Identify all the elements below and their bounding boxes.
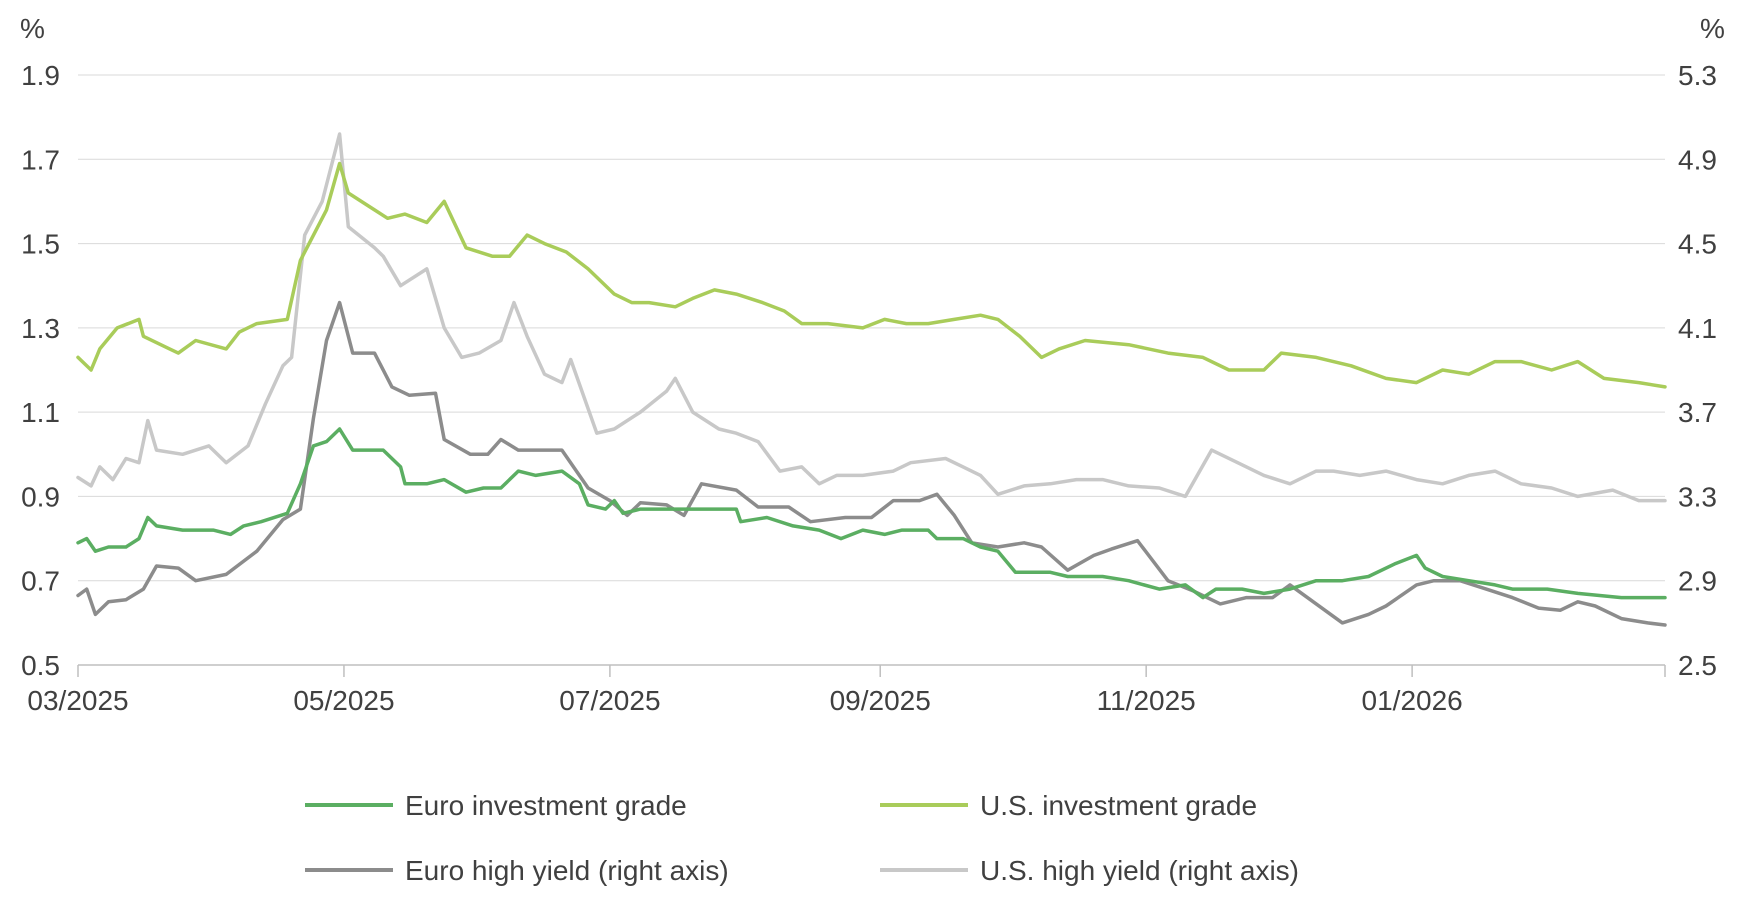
gridlines: [78, 74, 1665, 666]
left-tick-label: 0.7: [21, 566, 60, 597]
left-tick-label: 1.1: [21, 397, 60, 428]
legend-label-euro-investment-grade: Euro investment grade: [405, 790, 687, 821]
right-tick-label: 3.7: [1678, 397, 1717, 428]
left-tick-label: 1.9: [21, 60, 60, 91]
x-tick-label: 01/2026: [1362, 685, 1463, 716]
right-axis-ticks: 2.5 2.9 3.3 3.7 4.1 4.5 4.9 5.3: [1678, 60, 1717, 681]
right-tick-label: 3.3: [1678, 481, 1717, 512]
x-tick-label: 05/2025: [293, 685, 394, 716]
x-tick-label: 09/2025: [830, 685, 931, 716]
right-tick-label: 4.9: [1678, 144, 1717, 175]
right-tick-label: 4.5: [1678, 229, 1717, 260]
left-tick-label: 1.5: [21, 229, 60, 260]
legend-label-u-s-high-yield-right-axis: U.S. high yield (right axis): [980, 855, 1299, 886]
series-line-euro-investment-grade: [76, 427, 1667, 600]
left-tick-label: 0.9: [21, 481, 60, 512]
right-tick-label: 2.9: [1678, 566, 1717, 597]
series-line-u-s-high-yield-right-axis: [76, 132, 1667, 503]
x-tick-label: 07/2025: [559, 685, 660, 716]
series-line-u-s-investment-grade: [76, 161, 1667, 389]
legend-label-u-s-investment-grade: U.S. investment grade: [980, 790, 1257, 821]
right-axis-unit: %: [1700, 13, 1725, 44]
right-tick-label: 4.1: [1678, 313, 1717, 344]
right-tick-label: 5.3: [1678, 60, 1717, 91]
legend: Euro investment grade U.S. investment gra…: [305, 790, 1299, 886]
x-axis: 03/2025 05/2025 07/2025 09/2025 11/2025 01/20…: [27, 665, 1666, 716]
legend-label-euro-high-yield-right-axis: Euro high yield (right axis): [405, 855, 729, 886]
right-tick-label: 2.5: [1678, 650, 1717, 681]
x-tick-label: 03/2025: [27, 685, 128, 716]
left-tick-label: 1.3: [21, 313, 60, 344]
left-tick-label: 1.7: [21, 144, 60, 175]
series-line-euro-high-yield-right-axis: [76, 300, 1667, 627]
series-lines: [76, 132, 1667, 627]
x-tick-label: 11/2025: [1097, 685, 1196, 716]
left-tick-label: 0.5: [21, 650, 60, 681]
left-axis-ticks: 0.5 0.7 0.9 1.1 1.3 1.5 1.7 1.9: [21, 60, 60, 681]
left-axis-unit: %: [20, 13, 45, 44]
